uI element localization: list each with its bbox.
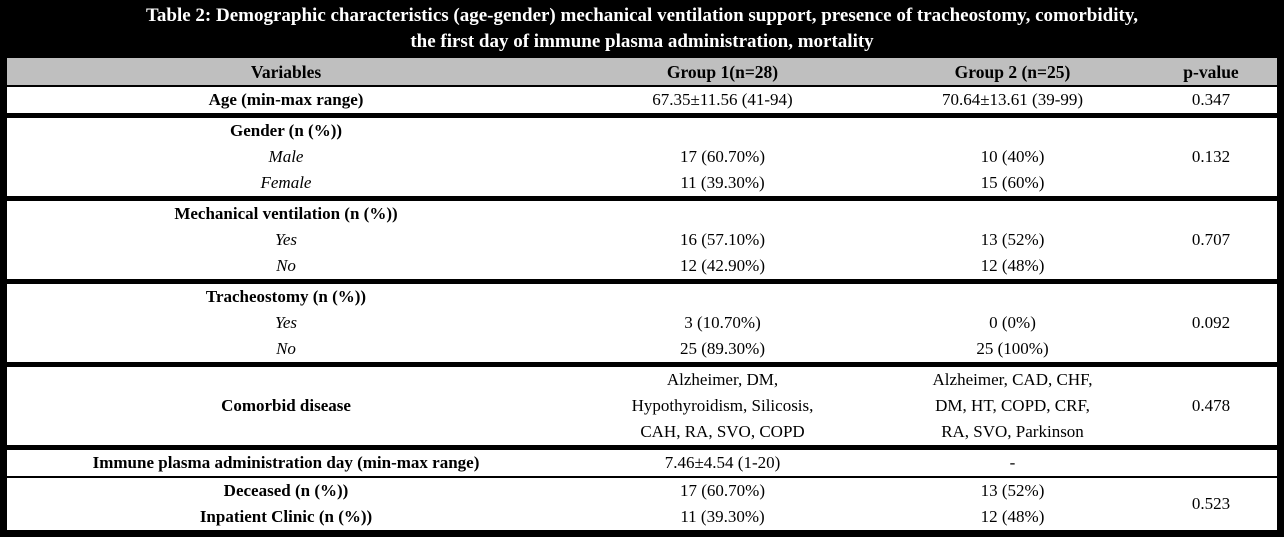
cell-gender-female-label: Female xyxy=(260,173,312,192)
divider xyxy=(7,85,1277,87)
cell-inpatient-group2: 12 (48%) xyxy=(980,507,1045,526)
cell-mv-no-group2: 12 (48%) xyxy=(980,256,1045,275)
cell-immune-group2: - xyxy=(1009,453,1016,472)
column-header-variables: Variables xyxy=(250,61,322,82)
divider xyxy=(7,362,1277,367)
cell-comorbid-pvalue: 0.478 xyxy=(1191,396,1231,415)
cell-inpatient-label: Inpatient Clinic (n (%)) xyxy=(199,507,373,526)
section-tracheostomy: Tracheostomy (n (%)) Yes 3 (10.70%) 0 (0… xyxy=(7,284,1277,362)
cell-inpatient-group1: 11 (39.30%) xyxy=(680,507,765,526)
section-age: Age (min-max range) 67.35±11.56 (41-94) … xyxy=(7,87,1277,113)
cell-mv-no-group1: 12 (42.90%) xyxy=(680,256,765,275)
table-title: Table 2: Demographic characteristics (ag… xyxy=(7,0,1277,58)
cell-age-label: Age (min-max range) xyxy=(208,90,364,109)
section-gender: Gender (n (%)) Male 17 (60.70%) 10 (40%)… xyxy=(7,118,1277,196)
cell-trach-no-label: No xyxy=(276,339,296,358)
cell-deceased-group2: 13 (52%) xyxy=(980,481,1045,500)
cell-gender-male-group1: 17 (60.70%) xyxy=(680,147,765,166)
cell-gender-label: Gender (n (%)) xyxy=(229,121,343,140)
column-header-group2: Group 2 (n=25) xyxy=(954,61,1071,82)
cell-trach-yes-group1: 3 (10.70%) xyxy=(684,313,761,332)
cell-comorbid-group1: Alzheimer, DM, Hypothyroidism, Silicosis… xyxy=(631,370,814,441)
cell-trach-no-group2: 25 (100%) xyxy=(976,339,1049,358)
table-title-line2: the first day of immune plasma administr… xyxy=(410,31,874,52)
divider xyxy=(7,279,1277,284)
section-comorbid-disease: Comorbid disease Alzheimer, DM, Hypothyr… xyxy=(7,367,1277,445)
cell-gender-pvalue: 0.132 xyxy=(1191,147,1231,166)
divider xyxy=(7,476,1277,478)
cell-gender-male-label: Male xyxy=(268,147,304,166)
cell-gender-male-group2: 10 (40%) xyxy=(980,147,1045,166)
divider xyxy=(7,196,1277,201)
cell-trach-yes-label: Yes xyxy=(274,313,298,332)
cell-immune-label: Immune plasma administration day (min-ma… xyxy=(92,453,480,472)
cell-mv-label: Mechanical ventilation (n (%)) xyxy=(174,204,398,223)
cell-comorbid-group2: Alzheimer, CAD, CHF, DM, HT, COPD, CRF, … xyxy=(932,370,1093,441)
cell-deceased-group1: 17 (60.70%) xyxy=(680,481,765,500)
section-mechanical-ventilation: Mechanical ventilation (n (%)) Yes 16 (5… xyxy=(7,201,1277,279)
cell-mv-yes-group1: 16 (57.10%) xyxy=(680,230,765,249)
cell-trach-pvalue: 0.092 xyxy=(1191,313,1231,332)
section-mortality: Deceased (n (%)) 17 (60.70%) 13 (52%) 0.… xyxy=(7,478,1277,530)
cell-gender-female-group2: 15 (60%) xyxy=(980,173,1045,192)
cell-trach-yes-group2: 0 (0%) xyxy=(989,313,1036,332)
cell-mortality-pvalue: 0.523 xyxy=(1191,494,1231,513)
cell-trach-no-group1: 25 (89.30%) xyxy=(680,339,765,358)
cell-mv-yes-label: Yes xyxy=(274,230,298,249)
cell-deceased-label: Deceased (n (%)) xyxy=(223,481,349,500)
cell-mv-yes-group2: 13 (52%) xyxy=(980,230,1045,249)
divider xyxy=(7,445,1277,450)
column-header-group1: Group 1(n=28) xyxy=(666,61,779,82)
cell-age-group2: 70.64±13.61 (39-99) xyxy=(941,90,1084,109)
cell-mv-pvalue: 0.707 xyxy=(1191,230,1231,249)
cell-comorbid-label: Comorbid disease xyxy=(221,396,351,415)
divider xyxy=(7,113,1277,118)
cell-immune-group1: 7.46±4.54 (1-20) xyxy=(664,453,781,472)
header-row: Variables Group 1(n=28) Group 2 (n=25) p… xyxy=(7,58,1277,85)
cell-age-pvalue: 0.347 xyxy=(1191,90,1231,109)
table-title-line1: Table 2: Demographic characteristics (ag… xyxy=(145,5,1139,26)
cell-immune-pvalue xyxy=(1145,450,1277,476)
cell-mv-no-label: No xyxy=(276,256,296,275)
cell-trach-label: Tracheostomy (n (%)) xyxy=(205,287,367,306)
cell-age-group1: 67.35±11.56 (41-94) xyxy=(652,90,793,109)
cell-gender-female-group1: 11 (39.30%) xyxy=(680,173,765,192)
section-immune-plasma-day: Immune plasma administration day (min-ma… xyxy=(7,450,1277,476)
column-header-pvalue: p-value xyxy=(1183,61,1239,82)
